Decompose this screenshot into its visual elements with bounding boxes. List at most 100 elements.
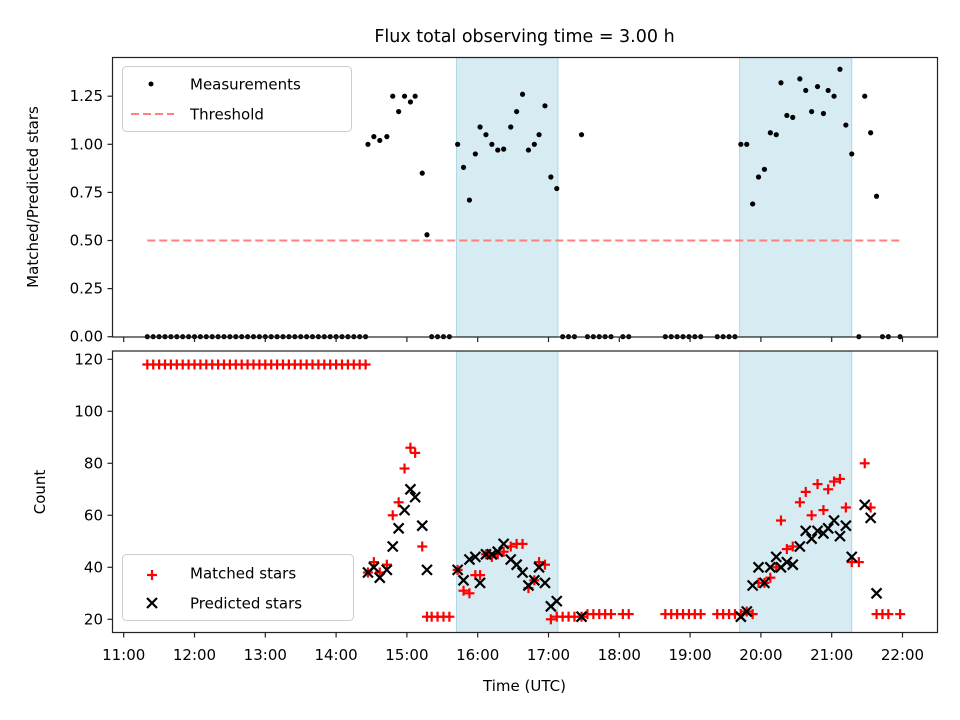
matched-star-point — [818, 505, 829, 516]
measurement-point — [424, 232, 430, 238]
predicted-star-point — [752, 561, 765, 574]
bottom-legend: Matched stars Predicted stars — [122, 554, 354, 621]
predicted-star-point — [491, 545, 504, 558]
x-stroke-b — [409, 491, 421, 503]
x-stroke-b — [398, 504, 411, 516]
y-tick-label: 20 — [84, 610, 103, 628]
predicted-star-point — [822, 522, 834, 535]
y-tick-label: 0.75 — [70, 183, 103, 201]
matched-star-point — [464, 588, 475, 599]
measurement-point — [738, 141, 744, 147]
y-tick-label: 0.00 — [70, 328, 103, 346]
matched-star-point — [623, 609, 634, 620]
matched-plus-icon — [147, 570, 157, 580]
measurement-point — [419, 170, 425, 176]
bottom-y-axis: 20 40 60 80 100 120 — [74, 350, 113, 628]
predicted-star-point — [805, 532, 818, 545]
measurement-point — [554, 185, 560, 192]
top-y-axis-label: Matched/Predicted stars — [24, 106, 42, 288]
legend-threshold: Threshold — [189, 106, 264, 124]
y-tick-label: 1.25 — [70, 87, 103, 105]
measurement-point — [365, 141, 371, 147]
predicted-star-point — [392, 522, 405, 535]
measurement-point — [797, 76, 803, 82]
matched-star-point — [393, 497, 404, 508]
x-stroke-b — [834, 530, 846, 542]
ratio-panel: 0.00 0.25 0.50 0.75 1.00 1.25 Matched/Predict… — [24, 56, 939, 346]
measurement-point — [767, 130, 773, 136]
matched-star-point — [859, 458, 870, 469]
predicted-star-point — [398, 504, 411, 516]
top-legend: Measurements Threshold — [122, 66, 352, 132]
matched-star-point — [444, 611, 455, 622]
matched-star-point — [787, 541, 798, 552]
measurement-point — [761, 166, 768, 172]
matched-star-point — [545, 614, 556, 625]
matched-star-point — [812, 479, 823, 490]
measurement-point — [401, 93, 408, 99]
matched-star-point — [399, 463, 410, 474]
x-stroke-b — [533, 561, 545, 574]
matched-star-point — [840, 502, 851, 513]
measurement-point — [412, 93, 418, 99]
y-tick-label: 0.25 — [70, 280, 103, 298]
x-stroke-b — [368, 561, 380, 574]
predicted-star-point — [474, 577, 486, 589]
x-stroke-b — [575, 610, 588, 623]
x-tick-label: 22:00 — [881, 646, 924, 664]
x-tick-label: 18:00 — [598, 646, 641, 664]
x-tick-label: 15:00 — [385, 646, 428, 664]
matched-star-point — [853, 557, 864, 568]
measurement-point — [868, 130, 874, 136]
x-stroke-b — [504, 553, 517, 566]
bottom-shaded-intervals — [455, 350, 853, 633]
measurement-point — [483, 132, 489, 138]
matched-star-point — [517, 538, 528, 549]
x-stroke-b — [451, 564, 464, 576]
x-stroke-b — [381, 564, 393, 576]
x-stroke-b — [486, 548, 498, 561]
bottom-y-axis-label: Count — [31, 470, 49, 515]
y-tick-label: 0.50 — [70, 232, 103, 250]
measurement-point — [784, 112, 790, 119]
matched-star-point — [410, 447, 421, 458]
matched-star-point — [775, 515, 786, 526]
count-panel: 20 40 60 80 100 120 11:00 12:00 13:00 14:00 15:00… — [31, 350, 939, 695]
x-stroke-b — [828, 514, 840, 527]
matched-star-point — [794, 497, 805, 508]
measurement-point — [831, 93, 837, 99]
predicted-star-point — [421, 564, 433, 576]
measurement-point — [536, 132, 542, 138]
x-tick-label: 17:00 — [527, 646, 570, 664]
matched-star-point — [534, 557, 545, 568]
count-points — [142, 359, 906, 625]
predicted-star-point — [416, 519, 429, 532]
x-stroke-b — [469, 551, 482, 563]
measurement-point — [750, 201, 756, 207]
y-tick-label: 120 — [74, 350, 103, 368]
measurement-point — [778, 80, 784, 86]
shaded-interval — [455, 57, 559, 338]
legend-predicted-stars: Predicted stars — [190, 595, 302, 613]
measurement-point — [548, 174, 554, 180]
x-tick-label: 16:00 — [456, 646, 499, 664]
measurement-point — [809, 108, 815, 115]
matched-star-point — [765, 572, 776, 583]
measurement-point — [390, 93, 396, 99]
x-stroke-b — [822, 522, 834, 535]
bottom-axes-frame — [111, 350, 939, 634]
predicted-star-point — [811, 525, 824, 537]
y-tick-label: 60 — [84, 506, 103, 524]
measurement-point — [508, 124, 514, 130]
measurement-point — [466, 197, 473, 203]
predicted-star-point — [828, 514, 840, 527]
x-stroke-b — [416, 519, 429, 532]
y-tick-label: 1.00 — [70, 135, 103, 153]
predicted-star-point — [404, 483, 417, 496]
measurement-point — [477, 124, 483, 130]
top-shaded-intervals — [455, 57, 853, 338]
matched-star-point — [823, 484, 834, 495]
predicted-star-point — [533, 561, 545, 574]
x-stroke-b — [497, 538, 510, 550]
